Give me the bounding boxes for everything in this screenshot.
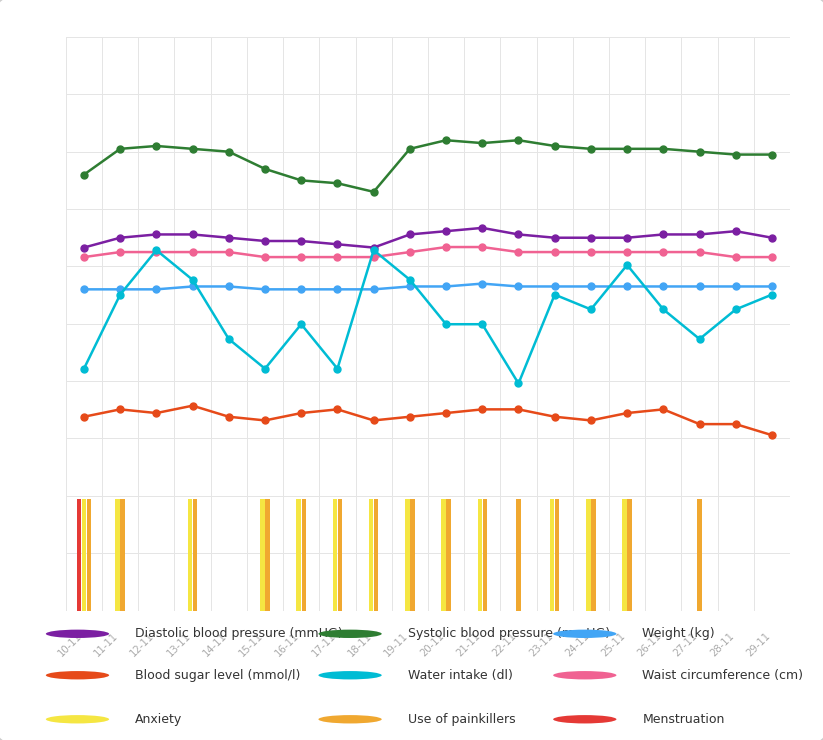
Text: 11-11: 11-11 [92, 630, 120, 659]
Bar [622, 499, 627, 610]
Text: Blood sugar level (mmol/l): Blood sugar level (mmol/l) [135, 669, 300, 682]
Bar [482, 499, 487, 610]
Text: 28-11: 28-11 [708, 630, 736, 658]
Text: 17-11: 17-11 [309, 630, 337, 659]
Bar [627, 499, 632, 610]
Bar [301, 499, 306, 610]
Text: 26-11: 26-11 [635, 630, 663, 659]
Ellipse shape [553, 630, 616, 638]
Ellipse shape [46, 671, 109, 679]
Text: 18-11: 18-11 [346, 630, 374, 658]
Bar [477, 499, 482, 610]
Bar [188, 499, 193, 610]
Bar [81, 499, 86, 610]
Ellipse shape [319, 671, 382, 679]
Bar [586, 499, 591, 610]
Text: 25-11: 25-11 [599, 630, 627, 659]
Ellipse shape [46, 715, 109, 724]
Text: Diastolic blood pressure (mmHG): Diastolic blood pressure (mmHG) [135, 628, 342, 640]
Bar [77, 499, 81, 610]
Text: 13-11: 13-11 [165, 630, 193, 658]
Text: Anxiety: Anxiety [135, 713, 182, 726]
Text: 10-11: 10-11 [56, 630, 84, 658]
Bar [441, 499, 446, 610]
Text: 19-11: 19-11 [382, 630, 410, 659]
Text: Water intake (dl): Water intake (dl) [407, 669, 513, 682]
Text: 29-11: 29-11 [744, 630, 772, 659]
Text: Systolic blood pressure (mmHG): Systolic blood pressure (mmHG) [407, 628, 610, 640]
Text: Use of painkillers: Use of painkillers [407, 713, 515, 726]
Text: 24-11: 24-11 [563, 630, 591, 658]
Bar [337, 499, 342, 610]
Bar [591, 499, 596, 610]
Ellipse shape [553, 715, 616, 724]
Bar [193, 499, 198, 610]
Text: 16-11: 16-11 [273, 630, 301, 659]
Text: 15-11: 15-11 [237, 630, 265, 659]
Text: 14-11: 14-11 [201, 630, 229, 658]
Bar [516, 499, 521, 610]
Bar [86, 499, 91, 610]
Bar [115, 499, 120, 610]
Ellipse shape [319, 715, 382, 724]
Ellipse shape [319, 630, 382, 638]
Text: 22-11: 22-11 [491, 630, 518, 659]
Bar [120, 499, 125, 610]
Ellipse shape [553, 671, 616, 679]
Bar [265, 499, 270, 610]
Text: 21-11: 21-11 [454, 630, 482, 659]
Text: 12-11: 12-11 [128, 630, 156, 659]
Text: 20-11: 20-11 [418, 630, 446, 658]
Bar [369, 499, 374, 610]
Text: Menstruation: Menstruation [642, 713, 725, 726]
Text: 27-11: 27-11 [672, 630, 700, 659]
Text: Waist circumference (cm): Waist circumference (cm) [642, 669, 803, 682]
Bar [446, 499, 451, 610]
Bar [555, 499, 560, 610]
Bar [410, 499, 415, 610]
Ellipse shape [46, 630, 109, 638]
Bar [374, 499, 379, 610]
Bar [550, 499, 555, 610]
Bar [260, 499, 265, 610]
Bar [697, 499, 702, 610]
Bar [332, 499, 337, 610]
Text: Weight (kg): Weight (kg) [642, 628, 715, 640]
Bar [405, 499, 410, 610]
Text: 23-11: 23-11 [527, 630, 555, 658]
Bar [296, 499, 301, 610]
